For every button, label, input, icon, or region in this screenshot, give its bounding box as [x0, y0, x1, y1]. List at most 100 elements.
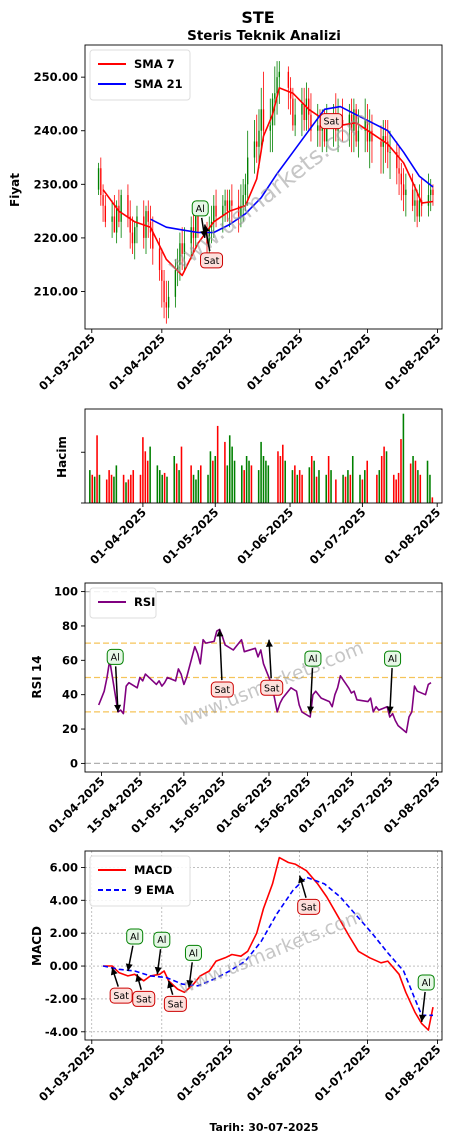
volume-bar [366, 460, 369, 503]
volume-bar [417, 470, 419, 503]
candle-body [226, 200, 229, 212]
candle-body [396, 152, 398, 169]
sell-signal-box [163, 995, 187, 1012]
candle-body [301, 103, 303, 115]
volume-bar [327, 456, 330, 503]
price-legend-box [89, 49, 191, 101]
volume-bar [315, 476, 318, 503]
candle-body [195, 216, 197, 238]
candle-body [224, 200, 226, 206]
volume-bar [419, 474, 422, 503]
y-tick-label: 220.00 [34, 231, 78, 245]
y-tick-label: -2.00 [45, 992, 78, 1006]
macd-series-macd [103, 856, 434, 1031]
y-tick-label: 40 [62, 688, 78, 702]
signal-arrowhead [307, 706, 315, 714]
volume-bar [376, 474, 378, 503]
watermark: www.usmarkets.com [162, 105, 375, 280]
volume-bar [149, 446, 151, 503]
volume-bar [431, 497, 434, 503]
volume-bar [127, 479, 130, 503]
buy-signal-box [304, 650, 322, 667]
signal-arrow [309, 668, 314, 714]
candle-body [237, 205, 240, 217]
candle-body [418, 200, 421, 217]
buy-signal-label: Al [308, 654, 317, 665]
volume-bar [349, 474, 352, 503]
buy-signal-box [184, 944, 202, 961]
candle-body [240, 205, 242, 217]
candle-body [242, 195, 244, 206]
candle-body [163, 280, 165, 303]
x-tick-label: 01-06-2025 [244, 331, 306, 393]
volume-bar [180, 446, 183, 503]
candle-body [179, 243, 181, 265]
y-tick-label: 100 [54, 585, 78, 599]
candle-body [411, 189, 414, 206]
volume-bar [260, 441, 262, 503]
volume-bar [241, 465, 243, 503]
candle-body [387, 141, 389, 153]
y-tick-label: 4.00 [50, 893, 78, 907]
volume-bar [282, 444, 284, 503]
volume-bar [98, 474, 101, 503]
signal-arrow [114, 666, 119, 712]
volume-bar [318, 470, 320, 503]
volume-bar [195, 479, 197, 503]
candle-body [190, 227, 192, 244]
candle-body [303, 103, 305, 121]
candle-body [294, 114, 296, 126]
sell-signal-label: Sat [136, 994, 152, 1005]
volume-bar [212, 460, 214, 503]
macd-legend-label: MACD [134, 863, 172, 877]
sell-signal-box [200, 252, 224, 269]
volume-bar [383, 446, 385, 503]
volume-bar [335, 479, 337, 503]
volume-bar [409, 463, 412, 503]
candle-body [278, 71, 280, 78]
volume-bar [105, 479, 108, 503]
volume-bar [110, 474, 113, 503]
volume-bar [412, 456, 414, 503]
sell-signal-label: Sat [301, 902, 317, 913]
volume-bar [426, 460, 429, 503]
volume-bar [262, 456, 265, 503]
x-tick-label: 01-04-2025 [106, 331, 168, 393]
volume-bar [173, 456, 176, 503]
buy-signal-box [191, 200, 209, 217]
y-tick-label: 240.00 [34, 124, 78, 138]
x-tick-label: 01-07-2025 [312, 1042, 374, 1104]
x-tick-label: 01-05-2025 [159, 505, 221, 567]
volume-bar [209, 451, 212, 503]
candle-body [231, 200, 233, 206]
candle-body [400, 173, 403, 185]
sell-signal-label: Sat [204, 256, 220, 267]
sell-signal-box [132, 990, 156, 1007]
volume-bar [250, 465, 253, 503]
buy-signal-label: Al [422, 978, 431, 989]
volume-bar [156, 465, 159, 503]
sell-signal-label: Sat [264, 683, 280, 694]
volume-bar [380, 456, 383, 503]
volume-bar [342, 474, 344, 503]
x-tick-label: 01-04-2025 [87, 505, 149, 567]
volume-bar [257, 470, 260, 503]
candle-body [127, 195, 129, 217]
volume-bar [364, 470, 366, 503]
signal-arrowhead [200, 230, 208, 238]
signal-arrow [218, 629, 223, 681]
x-tick-label: 01-05-2025 [174, 1042, 236, 1104]
buy-signal-box [153, 931, 171, 948]
volume-bar [108, 470, 110, 503]
y-tick-label: 2.00 [50, 926, 78, 940]
candle-body [145, 211, 147, 238]
rsi-panel: www.usmarkets.comAlSatSatAlAl02040608010… [30, 582, 443, 836]
x-tick-label: 01-08-2025 [381, 505, 443, 567]
volume-bar [192, 474, 195, 503]
volume-bar [392, 474, 395, 503]
candle-body [380, 141, 382, 147]
candle-body [348, 114, 351, 126]
candle-body [262, 109, 265, 131]
volume-bar [294, 465, 296, 503]
